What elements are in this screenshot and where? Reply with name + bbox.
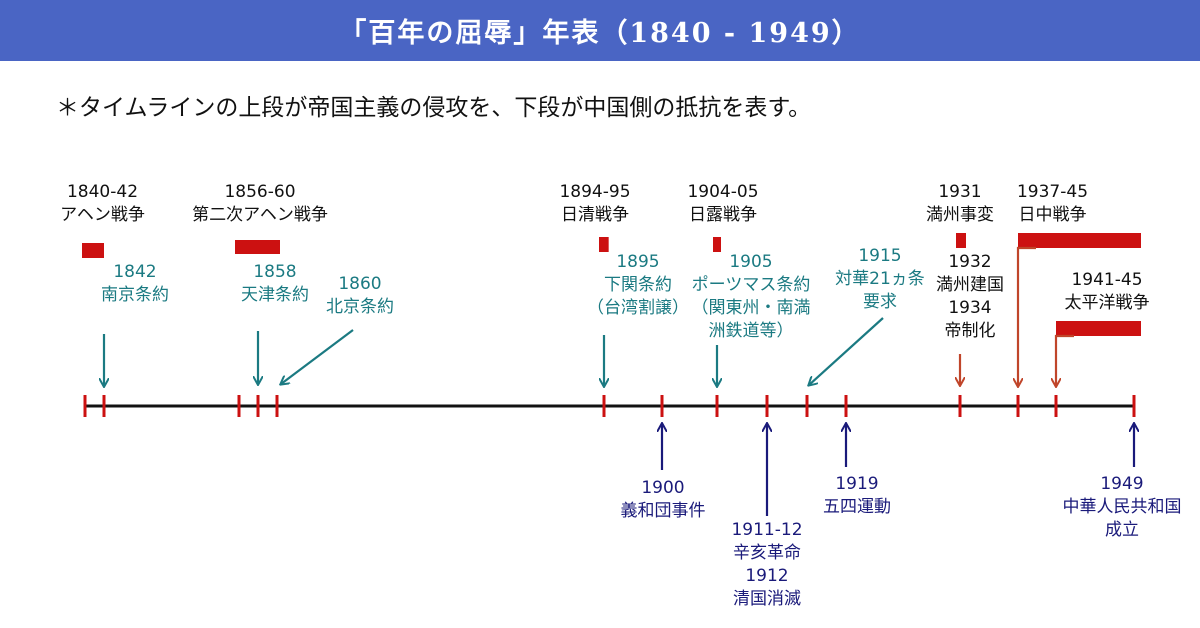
resistance-year: 1912	[745, 566, 789, 586]
war-years: 1856-60	[224, 182, 296, 202]
treaty-label-nanjing: 1842 南京条約	[80, 261, 190, 307]
resistance-name: 成立	[1105, 520, 1139, 540]
invasion-arrow-1941	[1056, 334, 1074, 386]
treaty-year: 1842	[113, 262, 157, 282]
event-year: 1932	[948, 252, 992, 272]
war-label-second-opium: 1856-60 第二次アヘン戦争	[170, 181, 350, 227]
resistance-name: 中華人民共和国	[1062, 497, 1182, 517]
treaty-name: ポーツマス条約	[691, 275, 811, 295]
war-years: 1904-05	[687, 182, 759, 202]
war-name: 日清戦争	[561, 205, 629, 225]
war-years: 1840-42	[66, 182, 139, 202]
invasion-arrow-1937	[1018, 246, 1036, 386]
war-years: 1937-45	[1016, 182, 1089, 202]
treaty-label-21-demands: 1915 対華21ヵ条 要求	[825, 245, 935, 314]
timeline-axis	[83, 395, 1136, 417]
treaty-name: 南京条約	[101, 285, 169, 305]
resistance-name: 五四運動	[823, 497, 891, 517]
treaty-note: 要求	[863, 292, 897, 312]
event-arrows	[104, 246, 1134, 516]
treaty-note: （台湾割譲）	[587, 298, 689, 318]
war-bar-1840	[82, 243, 104, 258]
treaty-name: 北京条約	[326, 297, 394, 317]
war-bar-1904	[713, 237, 721, 252]
war-name: 日中戦争	[1018, 205, 1087, 225]
treaty-year: 1915	[858, 246, 902, 266]
resistance-name: 義和団事件	[620, 501, 706, 521]
event-name: 帝制化	[944, 321, 996, 341]
resistance-name: 清国消滅	[733, 589, 801, 609]
resistance-label-may-fourth: 1919 五四運動	[802, 473, 912, 519]
resistance-label-boxer: 1900 義和団事件	[598, 477, 728, 523]
war-years: 1894-95	[559, 182, 631, 202]
war-label-manchurian-incident: 1931 満州事変	[910, 181, 1010, 227]
treaty-name: 天津条約	[241, 285, 309, 305]
header-banner: 「百年の屈辱」年表（1840 - 1949）	[0, 0, 1200, 61]
war-name: 太平洋戦争	[1064, 293, 1150, 313]
war-label-sino-japanese: 1894-95 日清戦争	[540, 181, 650, 227]
war-label-pacific: 1941-45 太平洋戦争	[1046, 269, 1168, 315]
event-year: 1934	[948, 298, 992, 318]
war-bar-1894	[599, 237, 609, 252]
treaty-note: 洲鉄道等）	[708, 321, 794, 341]
treaty-year: 1858	[253, 262, 297, 282]
page-title: 「百年の屈辱」年表（1840 - 1949）	[339, 18, 861, 49]
resistance-name: 辛亥革命	[733, 543, 801, 563]
treaty-label-tianjin: 1858 天津条約	[220, 261, 330, 307]
war-bar-1931	[956, 233, 966, 248]
war-label-opium: 1840-42 アヘン戦争	[40, 181, 165, 227]
war-name: アヘン戦争	[60, 205, 145, 225]
war-label-russo-japanese: 1904-05 日露戦争	[668, 181, 778, 227]
war-bar-1856	[235, 240, 280, 254]
treaty-year: 1905	[729, 252, 773, 272]
treaty-note: （関東州・南満	[691, 298, 811, 318]
war-years: 1941-45	[1071, 270, 1143, 290]
resistance-year: 1919	[835, 474, 879, 494]
war-bars	[82, 233, 1141, 336]
treaty-year: 1860	[338, 274, 382, 294]
resistance-year: 1949	[1100, 474, 1144, 494]
event-name: 満州建国	[936, 275, 1004, 295]
war-bar-1937	[1018, 233, 1141, 248]
treaty-year: 1895	[616, 252, 660, 272]
war-label-second-sino-japanese: 1937-45 日中戦争	[1000, 181, 1105, 227]
war-bar-1941	[1056, 321, 1141, 336]
treaty-arrow-1860	[281, 329, 354, 384]
resistance-year: 1911-12	[731, 520, 803, 540]
resistance-label-prc: 1949 中華人民共和国 成立	[1048, 473, 1196, 542]
war-name: 日露戦争	[689, 205, 757, 225]
resistance-label-xinhai: 1911-12 辛亥革命 1912 清国消滅	[712, 519, 822, 611]
treaty-name: 対華21ヵ条	[835, 269, 925, 289]
war-name: 第二次アヘン戦争	[192, 205, 328, 225]
legend-note: ＊タイムラインの上段が帝国主義の侵攻を、下段が中国側の抵抗を表す。	[56, 95, 812, 121]
treaty-label-beijing: 1860 北京条約	[305, 273, 415, 319]
war-name: 満州事変	[926, 205, 994, 225]
treaty-label-portsmouth: 1905 ポーツマス条約 （関東州・南満 洲鉄道等）	[676, 251, 826, 343]
war-years: 1931	[938, 182, 982, 202]
treaty-name: 下関条約	[604, 275, 672, 295]
treaty-label-shimonoseki: 1895 下関条約 （台湾割譲）	[578, 251, 698, 320]
resistance-year: 1900	[641, 478, 685, 498]
treaty-arrow-1915	[809, 317, 884, 385]
manchukuo-label: 1932 満州建国 1934 帝制化	[925, 251, 1015, 343]
